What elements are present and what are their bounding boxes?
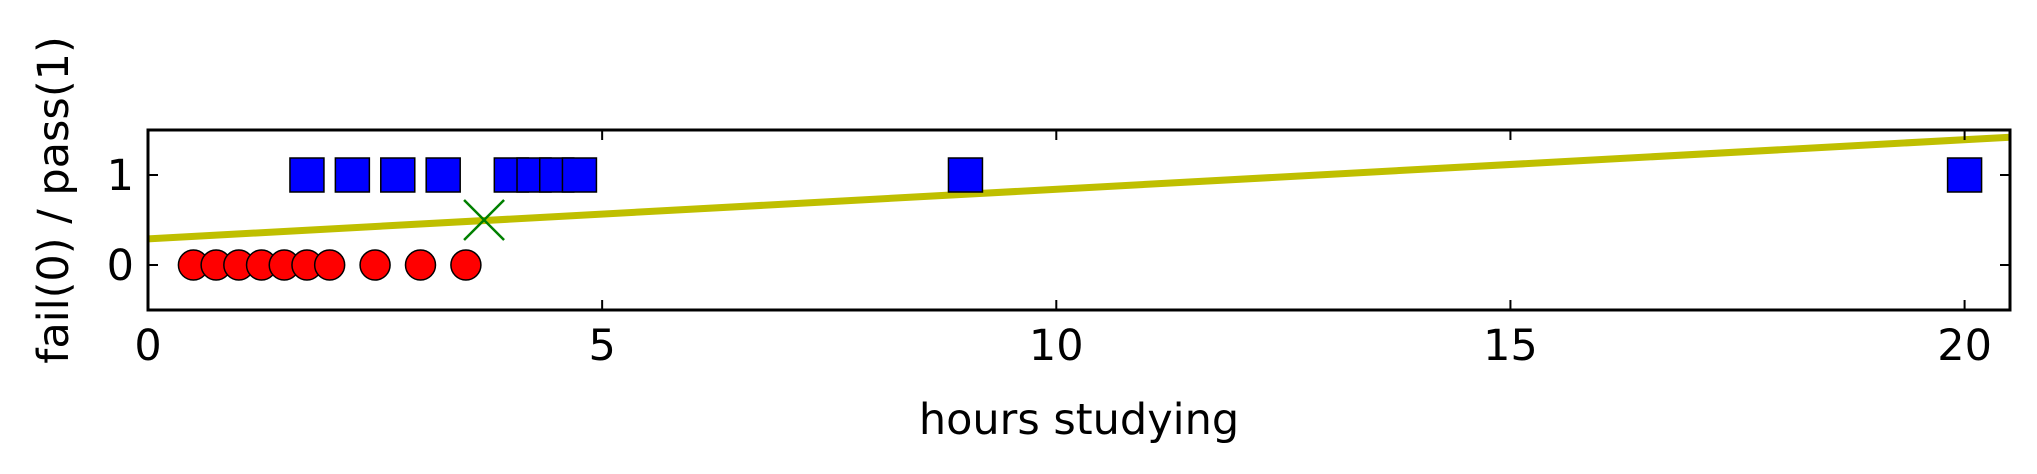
pass-point [380,157,416,193]
x-tick-label: 5 [588,321,615,371]
plot-frame [146,128,2012,312]
x-tick-label: 10 [1029,321,1084,371]
plot-area [148,133,2010,281]
fail-point [359,249,391,281]
fail-point [450,249,482,281]
x-axis-label: hours studying [919,395,1239,445]
x-tick-label: 0 [134,321,161,371]
y-tick-label: 0 [107,241,134,291]
fail-point [313,249,346,281]
pass-point [334,157,371,193]
y-tick-label: 1 [107,151,134,201]
y-axis-label: fail(0) / pass(1) [29,36,79,363]
x-tick-label: 15 [1483,321,1538,371]
pass-point [289,157,325,193]
pass-point [947,157,984,193]
x-tick-label: 20 [1937,321,1992,371]
pass-point [561,157,598,193]
pass-point [1946,157,1983,193]
threshold-marker [463,199,505,241]
pass-point [425,157,461,193]
decision-boundary-line [148,133,2010,243]
fail-point [404,249,437,281]
ticks: 0 5 10 15 20 0 1 [107,130,2010,371]
